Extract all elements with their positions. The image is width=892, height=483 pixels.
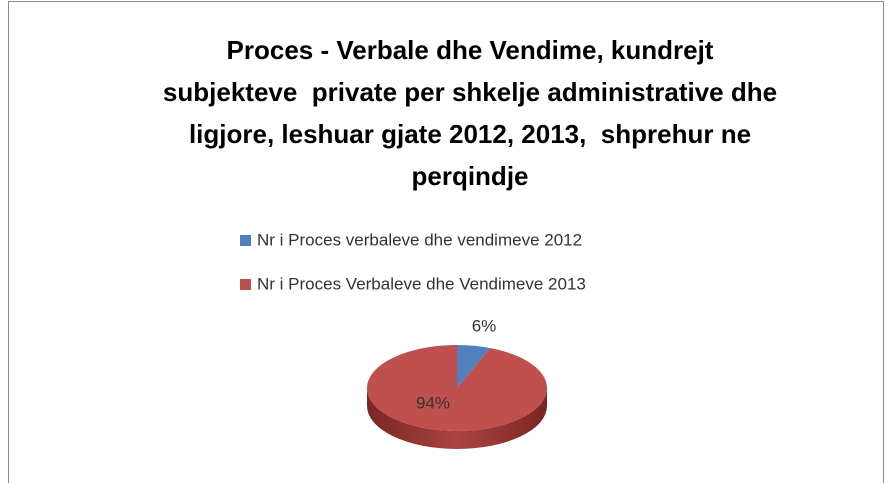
- pie-slice: [457, 345, 491, 388]
- legend-swatch: [240, 279, 251, 290]
- data-label: 94%: [416, 393, 450, 412]
- pie-slice: [366, 345, 547, 431]
- data-label: 6%: [472, 316, 497, 335]
- chart-title: subjekteve private per shkelje administr…: [163, 77, 777, 107]
- chart-title: perqindje: [411, 161, 528, 191]
- legend-label: Nr i Proces verbaleve dhe vendimeve 2012: [257, 230, 582, 249]
- legend-swatch: [240, 235, 251, 246]
- chart-title: Proces - Verbale dhe Vendime, kundrejt: [227, 35, 714, 65]
- pie-side: [367, 388, 547, 449]
- chart-title: ligjore, leshuar gjate 2012, 2013, shpre…: [189, 119, 751, 149]
- chart-border: [8, 1, 884, 483]
- legend-label: Nr i Proces Verbaleve dhe Vendimeve 2013: [257, 274, 586, 293]
